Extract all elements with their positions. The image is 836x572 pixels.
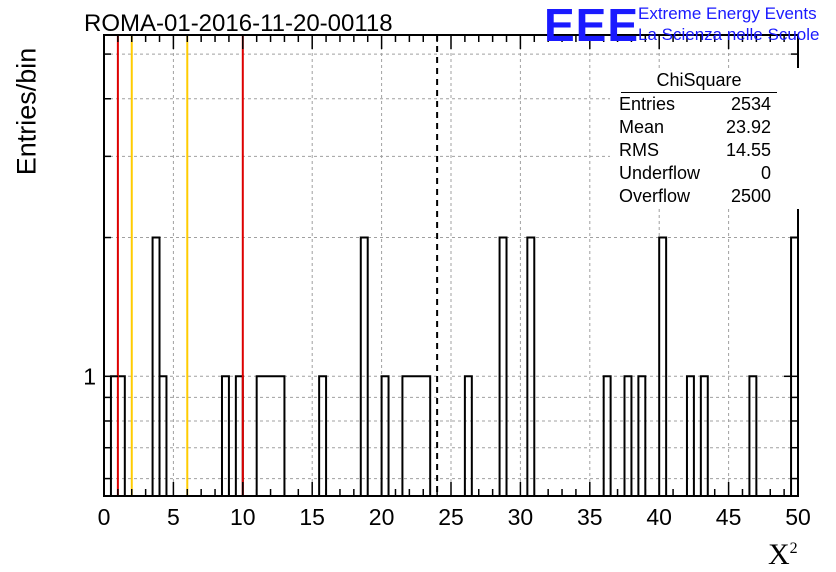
histogram-bin (625, 376, 632, 496)
x-tick-label: 50 (785, 504, 811, 530)
histogram-outline (109, 236, 799, 496)
histogram-bin (319, 376, 326, 496)
histogram-bin (402, 376, 430, 496)
x-tick-label: 40 (646, 504, 672, 530)
histogram-bin (749, 376, 756, 496)
eee-logo: EEE (544, 0, 640, 51)
stats-row-underflow: Underflow 0 (619, 163, 771, 183)
x-tick-label: 5 (167, 504, 180, 530)
x-tick-label: 25 (438, 504, 464, 530)
histogram-bin (160, 376, 167, 496)
histogram-bin (465, 376, 472, 496)
x-tick-label: 0 (98, 504, 111, 530)
stats-box: ChiSquare Entries 2534 Mean 23.92 RMS 14.55… (610, 68, 806, 209)
histogram-bin (791, 238, 798, 496)
histogram-bin (382, 376, 389, 496)
y-axis-label: Entries/bin (11, 47, 42, 176)
y-tick-label: 1 (83, 363, 96, 389)
stats-row-mean: Mean 23.92 (619, 117, 771, 137)
x-tick-label: 45 (716, 504, 742, 530)
histogram-bin (659, 238, 666, 496)
histogram-bin (153, 238, 160, 496)
histogram-bin (604, 376, 611, 496)
histogram-bin (236, 376, 243, 496)
histogram-bin (687, 376, 694, 496)
histogram-bin (222, 376, 229, 496)
histogram-bin (257, 376, 285, 496)
x-tick-label: 10 (230, 504, 256, 530)
histogram-bin (527, 238, 534, 496)
stats-title: ChiSquare (621, 69, 777, 93)
x-tick-label: 30 (508, 504, 534, 530)
stats-row-rms: RMS 14.55 (619, 140, 771, 160)
histogram-bin (701, 376, 708, 496)
x-tick-label: 20 (369, 504, 395, 530)
x-axis-label: X2 (768, 538, 798, 571)
logo-line-1: Extreme Energy Events (638, 4, 817, 23)
x-tick-label: 35 (577, 504, 603, 530)
stats-row-entries: Entries 2534 (619, 94, 771, 114)
logo-line-2: La Scienza nelle Scuole (638, 25, 820, 44)
chart-title: ROMA-01-2016-11-20-00118 (84, 10, 393, 37)
histogram-bin (638, 376, 645, 496)
x-tick-label: 15 (299, 504, 325, 530)
histogram-bin (500, 238, 507, 496)
histogram-bin (361, 238, 368, 496)
stats-row-overflow: Overflow 2500 (619, 186, 771, 206)
